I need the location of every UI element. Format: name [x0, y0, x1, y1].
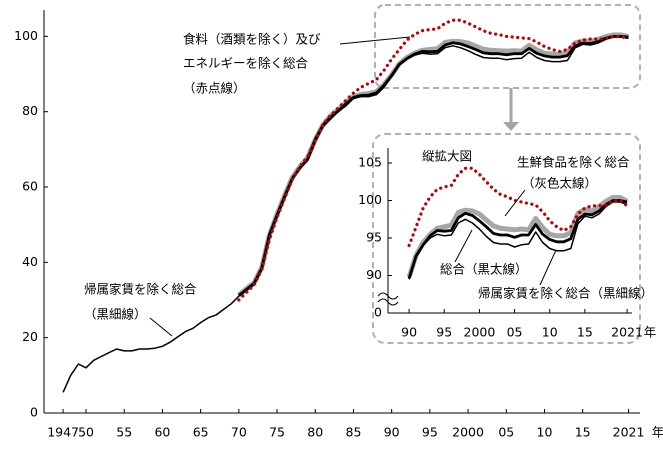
series-line [408, 201, 628, 280]
axis-break [377, 292, 399, 306]
series-line [407, 166, 629, 248]
y-tick-label: 20 [22, 329, 38, 344]
x-tick-label: 80 [307, 425, 323, 440]
x-tick-label: 60 [154, 425, 170, 440]
series-line [62, 36, 629, 393]
y-tick-label: 90 [366, 267, 382, 282]
x-tick-label: 70 [231, 425, 247, 440]
x-tick-label: 2021 [613, 425, 645, 440]
inset-annotation: （灰色太線） [522, 176, 597, 191]
annotation: （黒細線） [84, 307, 147, 322]
x-tick-label: 1947 [47, 425, 79, 440]
y-tick-label: 80 [22, 103, 38, 118]
x-tick-label: 2021 [611, 325, 643, 340]
zoom-arrow-head [503, 122, 519, 131]
x-tick-label: 95 [422, 425, 438, 440]
x-tick-label: 85 [346, 425, 362, 440]
y-tick-label: 100 [14, 28, 38, 43]
series-line [237, 18, 631, 302]
annotation: エネルギーを除く総合 [183, 56, 309, 71]
x-tick-label: 75 [269, 425, 285, 440]
x-tick-label: 2000 [464, 325, 496, 340]
x-tick-label: 95 [436, 325, 452, 340]
x-tick-label: 50 [78, 425, 94, 440]
zoom-region [374, 4, 641, 89]
leader-line [339, 36, 411, 45]
series-line [407, 199, 628, 279]
x-tick-label: 10 [542, 325, 558, 340]
y-tick-label: 0 [30, 405, 38, 420]
leader-line [539, 249, 557, 286]
x-tick-label: 10 [537, 425, 553, 440]
series-line [406, 195, 629, 278]
x-tick-label: 15 [575, 425, 591, 440]
y-tick-label: 105 [358, 155, 382, 170]
annotation: （赤点線） [183, 81, 246, 96]
leader-line [504, 189, 526, 217]
x-unit: 年 [652, 425, 663, 440]
leader-line [149, 317, 173, 337]
x-tick-label: 05 [507, 325, 523, 340]
annotation: 帰属家賃を除く総合 [84, 282, 197, 297]
y-tick-label: 40 [22, 254, 38, 269]
annotation: 食料（酒類を除く）及び [183, 32, 321, 47]
y-tick-label: 100 [358, 192, 382, 207]
inset-annotation: 帰属家賃を除く総合（黒細線） [478, 286, 653, 301]
x-tick-label: 2000 [452, 425, 484, 440]
x-tick-label: 90 [401, 325, 417, 340]
x-tick-label: 05 [498, 425, 514, 440]
y-tick-label: 95 [366, 230, 382, 245]
x-tick-label: 15 [577, 325, 593, 340]
x-tick-label: 65 [193, 425, 209, 440]
y-tick-label: 60 [22, 179, 38, 194]
inset-annotation: 生鮮食品を除く総合 [517, 155, 630, 170]
leader-line [454, 229, 473, 263]
axis-break-label: 0 [374, 305, 382, 320]
x-tick-label: 55 [116, 425, 132, 440]
inset-title: 縦拡大図 [422, 149, 472, 164]
x-unit: 年 [644, 325, 657, 340]
x-tick-label: 90 [384, 425, 400, 440]
inset-annotation: 総合（黒太線） [440, 262, 528, 277]
